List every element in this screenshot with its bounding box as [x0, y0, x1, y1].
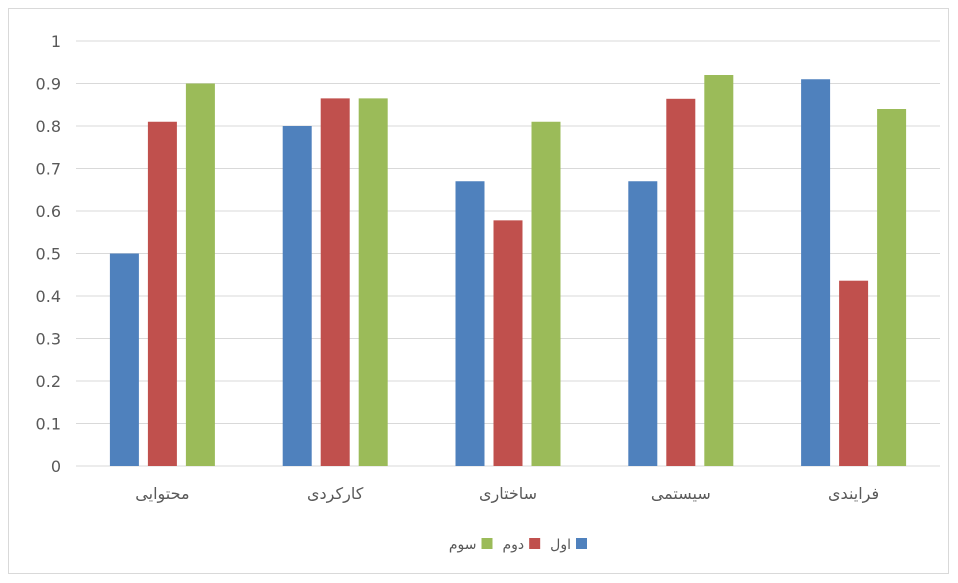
legend-label-3: سوم: [449, 537, 477, 553]
bar-1-3: [455, 181, 485, 466]
bar-chart: 0 0.1 0.2 0.3 0.4 0.5 0.6 0.7 0.8 0.9 1 محتوایی کار…: [36, 32, 940, 553]
x-axis-categories: محتوایی کارکردی ساختاری سیستمی فرایندی: [135, 484, 879, 504]
bar-1-4: [628, 181, 658, 466]
bar-3-3: [531, 121, 561, 466]
y-tick-label: 1: [51, 32, 61, 51]
bar-3-5: [877, 109, 907, 466]
legend: اول دوم سوم: [449, 537, 587, 553]
legend-label-1: اول: [550, 537, 571, 553]
y-tick-label: 0.7: [36, 160, 61, 179]
y-tick-label: 0.5: [36, 245, 61, 264]
bar-2-3: [493, 220, 523, 466]
legend-swatch-3: [481, 538, 493, 549]
y-tick-label: 0.3: [36, 330, 61, 349]
legend-label-2: دوم: [503, 537, 525, 553]
chart-frame: 0 0.1 0.2 0.3 0.4 0.5 0.6 0.7 0.8 0.9 1 محتوایی کار…: [8, 8, 949, 574]
legend-swatch-2: [529, 538, 541, 549]
y-tick-label: 0.6: [36, 202, 61, 221]
y-tick-label: 0: [51, 457, 61, 476]
y-axis-ticks: 0 0.1 0.2 0.3 0.4 0.5 0.6 0.7 0.8 0.9 1: [36, 32, 61, 476]
category-label: فرایندی: [828, 484, 879, 504]
bar-3-4: [704, 75, 734, 466]
y-tick-label: 0.4: [36, 287, 61, 306]
bar-1-5: [801, 79, 831, 466]
bar-3-1: [185, 83, 215, 466]
bar-1-1: [109, 253, 139, 466]
bars: [109, 75, 907, 467]
category-label: سیستمی: [651, 484, 711, 503]
bar-2-1: [147, 121, 177, 466]
bar-2-5: [839, 280, 869, 466]
legend-swatch-1: [576, 538, 587, 549]
bar-2-4: [666, 98, 696, 467]
bar-3-2: [358, 98, 388, 466]
bar-2-2: [320, 98, 350, 466]
bar-1-2: [282, 126, 312, 466]
category-label: ساختاری: [479, 484, 537, 504]
y-tick-label: 0.1: [36, 415, 61, 434]
category-label: کارکردی: [307, 484, 364, 504]
y-tick-label: 0.8: [36, 117, 61, 136]
y-tick-label: 0.9: [36, 75, 61, 94]
category-label: محتوایی: [135, 484, 189, 504]
y-tick-label: 0.2: [36, 372, 61, 391]
